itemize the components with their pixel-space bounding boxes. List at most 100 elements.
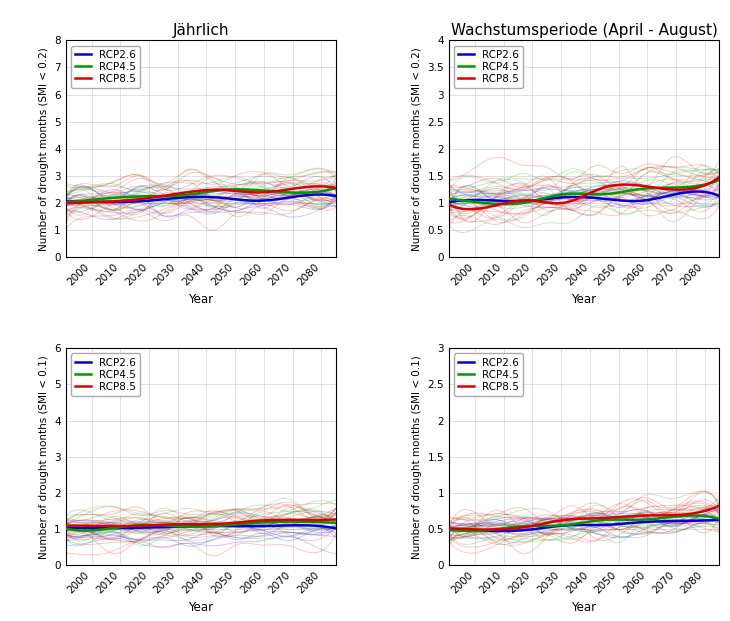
RCP4.5 <box>499 201 508 208</box>
RCP8.5 <box>445 525 453 532</box>
RCP2.6 <box>113 198 122 206</box>
Line: RCP4.5: RCP4.5 <box>449 515 719 531</box>
RCP8.5 <box>331 515 340 523</box>
X-axis label: Year: Year <box>572 293 596 306</box>
RCP4.5 <box>637 516 646 524</box>
RCP8.5 <box>245 188 254 196</box>
RCP2.6 <box>254 197 263 204</box>
RCP4.5 <box>254 519 263 527</box>
Line: RCP4.5: RCP4.5 <box>66 522 336 530</box>
RCP8.5 <box>61 199 70 207</box>
RCP4.5 <box>251 186 260 194</box>
RCP8.5 <box>631 181 640 189</box>
RCP2.6 <box>73 524 82 532</box>
RCP8.5 <box>254 517 263 524</box>
RCP2.6 <box>649 518 658 525</box>
RCP8.5 <box>631 512 640 520</box>
RCP2.6 <box>248 197 257 204</box>
Line: RCP4.5: RCP4.5 <box>449 180 719 204</box>
RCP4.5 <box>496 525 505 532</box>
RCP4.5 <box>331 519 340 527</box>
RCP4.5 <box>245 186 254 193</box>
RCP4.5 <box>646 515 655 523</box>
RCP8.5 <box>456 525 465 533</box>
RCP4.5 <box>715 515 723 523</box>
RCP4.5 <box>649 515 658 523</box>
RCP4.5 <box>110 194 119 201</box>
RCP2.6 <box>445 526 453 533</box>
RCP8.5 <box>649 512 658 519</box>
RCP4.5 <box>631 516 640 524</box>
RCP8.5 <box>496 201 505 208</box>
RCP2.6 <box>692 188 701 195</box>
RCP2.6 <box>331 193 340 200</box>
RCP8.5 <box>262 188 271 196</box>
RCP8.5 <box>259 189 268 196</box>
RCP4.5 <box>637 185 646 193</box>
Y-axis label: Number of drought months (SMI < 0.2): Number of drought months (SMI < 0.2) <box>412 47 422 251</box>
RCP4.5 <box>61 525 70 532</box>
RCP8.5 <box>637 512 646 519</box>
RCP8.5 <box>314 183 323 190</box>
RCP2.6 <box>715 192 723 199</box>
RCP4.5 <box>646 184 655 192</box>
Line: RCP8.5: RCP8.5 <box>66 186 336 203</box>
RCP2.6 <box>456 197 465 204</box>
Y-axis label: Number of drought months (SMI < 0.2): Number of drought months (SMI < 0.2) <box>39 47 49 251</box>
RCP2.6 <box>331 525 340 532</box>
RCP8.5 <box>649 184 658 191</box>
Title: Wachstumsperiode (April - August): Wachstumsperiode (April - August) <box>450 23 718 38</box>
RCP8.5 <box>465 206 474 213</box>
RCP2.6 <box>245 522 254 530</box>
RCP2.6 <box>294 522 303 529</box>
RCP2.6 <box>499 527 508 535</box>
RCP2.6 <box>61 198 70 206</box>
RCP2.6 <box>251 522 260 530</box>
Line: RCP8.5: RCP8.5 <box>449 506 719 530</box>
RCP4.5 <box>493 200 502 207</box>
RCP8.5 <box>61 522 70 529</box>
RCP2.6 <box>265 196 274 204</box>
RCP4.5 <box>715 176 723 184</box>
RCP4.5 <box>265 519 274 526</box>
RCP2.6 <box>629 197 637 205</box>
Line: RCP2.6: RCP2.6 <box>66 525 336 528</box>
RCP2.6 <box>634 197 643 205</box>
RCP4.5 <box>262 519 271 526</box>
RCP8.5 <box>110 522 119 530</box>
RCP4.5 <box>262 187 271 194</box>
Line: RCP8.5: RCP8.5 <box>66 519 336 526</box>
RCP2.6 <box>314 191 323 198</box>
RCP2.6 <box>643 196 652 204</box>
RCP4.5 <box>73 527 82 534</box>
RCP4.5 <box>689 512 698 519</box>
RCP8.5 <box>496 525 505 533</box>
RCP8.5 <box>73 199 82 207</box>
RCP4.5 <box>82 527 91 534</box>
Line: RCP8.5: RCP8.5 <box>449 178 719 209</box>
RCP8.5 <box>445 201 453 209</box>
RCP8.5 <box>637 182 646 189</box>
RCP4.5 <box>248 519 257 527</box>
RCP8.5 <box>646 512 655 519</box>
Y-axis label: Number of drought months (SMI < 0.1): Number of drought months (SMI < 0.1) <box>39 355 49 558</box>
RCP8.5 <box>248 517 257 525</box>
RCP8.5 <box>110 197 119 205</box>
RCP2.6 <box>110 524 119 532</box>
RCP4.5 <box>61 199 70 206</box>
X-axis label: Year: Year <box>188 293 213 306</box>
RCP4.5 <box>631 186 640 193</box>
RCP2.6 <box>110 198 119 206</box>
RCP2.6 <box>259 522 268 530</box>
Line: RCP2.6: RCP2.6 <box>449 520 719 531</box>
RCP8.5 <box>646 183 655 191</box>
RCP8.5 <box>265 516 274 524</box>
RCP2.6 <box>61 524 70 531</box>
Y-axis label: Number of drought months (SMI < 0.1): Number of drought months (SMI < 0.1) <box>412 355 422 558</box>
RCP8.5 <box>251 189 260 196</box>
Legend: RCP2.6, RCP4.5, RCP8.5: RCP2.6, RCP4.5, RCP8.5 <box>71 45 140 88</box>
RCP4.5 <box>456 527 465 535</box>
RCP2.6 <box>73 197 82 205</box>
RCP8.5 <box>715 174 723 181</box>
RCP2.6 <box>445 199 453 206</box>
